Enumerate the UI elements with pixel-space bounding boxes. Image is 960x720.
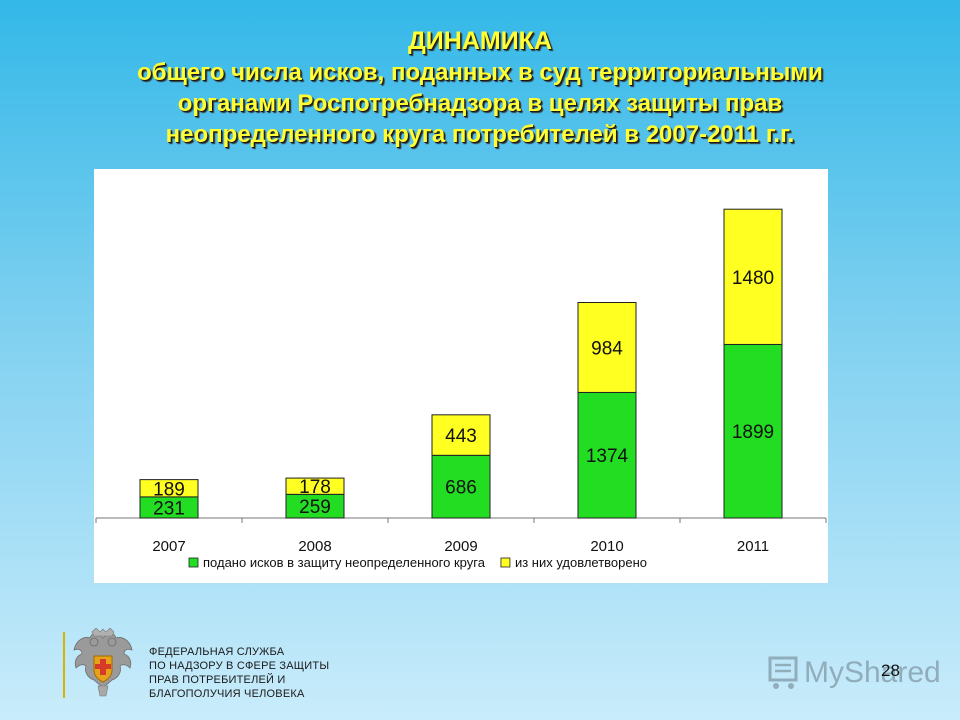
coat-of-arms-emblem xyxy=(73,628,133,697)
x-tick-label-2008: 2008 xyxy=(298,538,331,555)
agency-line-4: БЛАГОПОЛУЧИЯ ЧЕЛОВЕКА xyxy=(149,688,305,700)
chart-panel: 231 189 2007 259 178 2008 686 443 2009 1374 984 201… xyxy=(94,169,828,583)
legend-label-satisfied: из них удовлетворено xyxy=(515,555,647,570)
x-tick-label-2011: 2011 xyxy=(737,538,769,555)
data-label-filed-2009: 686 xyxy=(445,478,477,499)
title-line-2: общего числа исков, поданных в суд терри… xyxy=(137,59,823,86)
data-label-filed-2008: 259 xyxy=(299,497,331,518)
bar-satisfied-2008 xyxy=(285,477,345,495)
slide-title: ДИНАМИКА общего числа исков, поданных в … xyxy=(60,26,900,150)
legend-label-filed: подано исков в защиту неопределенного кр… xyxy=(203,555,486,570)
data-label-filed-2007: 231 xyxy=(153,498,185,519)
data-label-satisfied-2007: 189 xyxy=(153,479,185,500)
x-tick-label-2007: 2007 xyxy=(152,538,185,555)
x-tick-label-2010: 2010 xyxy=(590,538,623,555)
agency-name: ФЕДЕРАЛЬНАЯ СЛУЖБА ПО НАДЗОРУ В СФЕРЕ ЗА… xyxy=(149,645,329,701)
bar-filed-2010 xyxy=(577,391,637,519)
page-number: 28 xyxy=(881,661,900,680)
data-label-satisfied-2010: 984 xyxy=(591,338,623,359)
watermark-cart-icon xyxy=(768,656,798,689)
bar-satisfied-2010 xyxy=(577,302,637,393)
bar-filed-2011 xyxy=(723,343,783,519)
bar-satisfied-2007 xyxy=(139,479,199,498)
watermark: MyShared xyxy=(766,654,941,694)
agency-line-2: ПО НАДЗОРУ В СФЕРЕ ЗАЩИТЫ xyxy=(149,660,330,672)
title-line-3: органами Роспотребнадзора в целях защиты… xyxy=(177,90,783,117)
agency-line-1: ФЕДЕРАЛЬНАЯ СЛУЖБА xyxy=(149,646,285,658)
title-line-1: ДИНАМИКА xyxy=(408,27,552,55)
data-label-satisfied-2011: 1480 xyxy=(732,268,774,289)
watermark-text: MyShared xyxy=(804,656,941,689)
agency-line-3: ПРАВ ПОТРЕБИТЕЛЕЙ И xyxy=(149,674,286,686)
title-line-4: неопределенного круга потребителей в 200… xyxy=(165,121,795,148)
bar-satisfied-2009 xyxy=(431,414,491,456)
data-label-filed-2010: 1374 xyxy=(586,446,629,467)
legend-swatch-satisfied xyxy=(500,557,511,568)
x-tick-label-2009: 2009 xyxy=(444,538,477,555)
data-label-satisfied-2009: 443 xyxy=(445,426,477,447)
footer-divider xyxy=(63,632,65,698)
legend-swatch-filed xyxy=(188,557,199,568)
data-label-filed-2011: 1899 xyxy=(732,422,774,443)
bar-satisfied-2011 xyxy=(723,208,783,345)
data-label-satisfied-2008: 178 xyxy=(299,477,331,498)
